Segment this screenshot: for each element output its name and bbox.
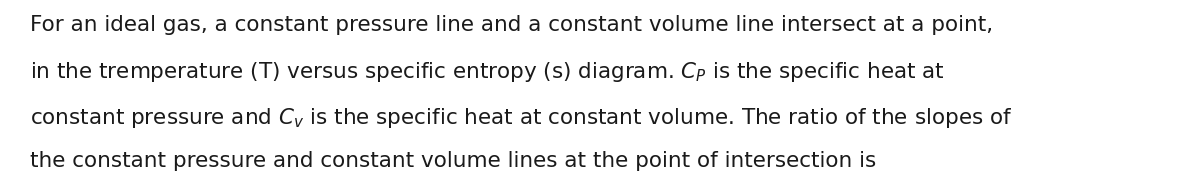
Text: For an ideal gas, a constant pressure line and a constant volume line intersect : For an ideal gas, a constant pressure li… [30, 15, 994, 35]
Text: the constant pressure and constant volume lines at the point of intersection is: the constant pressure and constant volum… [30, 151, 876, 171]
Text: constant pressure and $C_v$ is the specific heat at constant volume. The ratio o: constant pressure and $C_v$ is the speci… [30, 106, 1013, 130]
Text: in the tremperature (T) versus specific entropy (s) diagram. $C_P$ is the specif: in the tremperature (T) versus specific … [30, 60, 944, 84]
